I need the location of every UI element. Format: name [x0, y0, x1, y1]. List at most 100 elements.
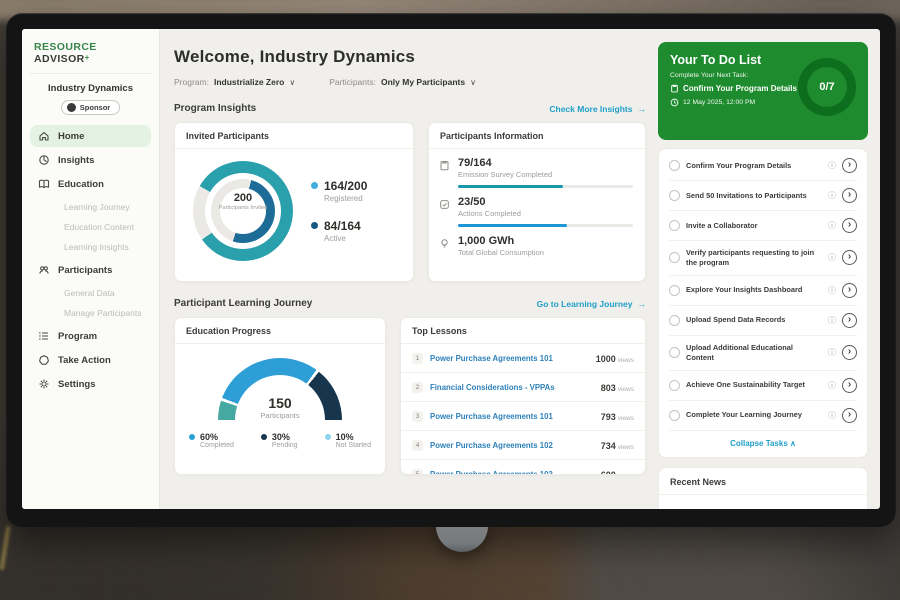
collapse-tasks-link[interactable]: Collapse Tasks ∧: [669, 431, 857, 455]
sidebar-item-settings[interactable]: Settings: [30, 373, 151, 395]
metric-value: 23/50: [458, 196, 633, 208]
chevron-right-icon[interactable]: ›: [842, 283, 857, 298]
info-icon[interactable]: ⓘ: [828, 347, 836, 358]
task-row[interactable]: Explore Your Insights Dashboard ⓘ ›: [669, 276, 857, 306]
top-lessons-title: Top Lessons: [401, 318, 645, 344]
sidebar-item-general-data[interactable]: General Data: [30, 283, 151, 303]
info-icon[interactable]: ⓘ: [828, 380, 836, 391]
task-row[interactable]: Invite a Collaborator ⓘ ›: [669, 211, 857, 241]
metric-consumption: 1,000 GWh Total Global Consumption: [429, 227, 645, 257]
lesson-views-label: views: [618, 415, 634, 422]
legend-label: Not Started: [336, 442, 371, 449]
legend-dot: [325, 434, 331, 440]
todo-progress-ring: 0/7: [798, 58, 856, 116]
task-row[interactable]: Send 50 Invitations to Participants ⓘ ›: [669, 181, 857, 211]
sidebar-item-label: Education: [58, 179, 104, 190]
clipboard-icon: [439, 160, 450, 171]
lesson-rank: 4: [412, 440, 423, 451]
task-label: Verify participants requesting to join t…: [686, 248, 822, 268]
chevron-right-icon[interactable]: ›: [842, 408, 857, 423]
participants-icon: [38, 264, 50, 276]
sidebar-item-manage-participants[interactable]: Manage Participants: [30, 303, 151, 323]
sidebar-item-home[interactable]: Home: [30, 125, 151, 147]
program-insights-header: Program Insights Check More Insights →: [174, 103, 646, 114]
task-row[interactable]: Verify participants requesting to join t…: [669, 241, 857, 276]
check-more-insights-link[interactable]: Check More Insights →: [549, 104, 646, 114]
lesson-link[interactable]: Financial Considerations - VPPAs: [430, 383, 594, 392]
chevron-right-icon[interactable]: ›: [842, 313, 857, 328]
task-checkbox[interactable]: [669, 410, 680, 421]
lesson-link[interactable]: Power Purchase Agreements 101: [430, 412, 594, 421]
task-checkbox[interactable]: [669, 315, 680, 326]
task-checkbox[interactable]: [669, 220, 680, 231]
info-icon[interactable]: ⓘ: [828, 410, 836, 421]
chevron-right-icon[interactable]: ›: [842, 250, 857, 265]
sidebar-item-label: Participants: [58, 265, 112, 276]
task-row[interactable]: Achieve One Sustainability Target ⓘ ›: [669, 371, 857, 401]
sidebar-item-learning-journey[interactable]: Learning Journey: [30, 197, 151, 217]
task-row[interactable]: Complete Your Learning Journey ⓘ ›: [669, 401, 857, 431]
sidebar-item-education[interactable]: Education: [30, 173, 151, 195]
sidebar-subitem-label: Learning Journey: [64, 202, 130, 212]
lesson-views-label: views: [618, 386, 634, 393]
chevron-right-icon[interactable]: ›: [842, 218, 857, 233]
lesson-rank: 5: [412, 469, 423, 476]
participants-filter[interactable]: Participants: Only My Participants ∨: [329, 77, 476, 87]
recent-news-card: Recent News: [658, 467, 868, 509]
sidebar-item-take-action[interactable]: Take Action: [30, 349, 151, 371]
gauge-center: 150 Participants: [218, 395, 342, 420]
task-row[interactable]: Upload Additional Educational Content ⓘ …: [669, 336, 857, 371]
lesson-link[interactable]: Power Purchase Agreements 101: [430, 354, 589, 363]
info-icon[interactable]: ⓘ: [828, 252, 836, 263]
task-row[interactable]: Upload Spend Data Records ⓘ ›: [669, 306, 857, 336]
sidebar-item-education-content[interactable]: Education Content: [30, 217, 151, 237]
participants-filter-value: Only My Participants: [381, 77, 465, 87]
program-filter[interactable]: Program: Industrialize Zero ∨: [174, 77, 295, 87]
sidebar-item-learning-insights[interactable]: Learning Insights: [30, 237, 151, 257]
task-label: Achieve One Sustainability Target: [686, 380, 822, 390]
info-icon[interactable]: ⓘ: [828, 160, 836, 171]
legend-label: Registered: [324, 194, 367, 203]
task-checkbox[interactable]: [669, 160, 680, 171]
todo-counter: 0/7: [819, 81, 834, 93]
sidebar-item-participants[interactable]: Participants: [30, 259, 151, 281]
invited-participants-donut-chart: 200 Participants Invited: [191, 159, 295, 263]
participants-information-card: Participants Information 79/164 Emission…: [428, 122, 646, 282]
lesson-views: 793: [601, 412, 616, 422]
info-icon[interactable]: ⓘ: [828, 220, 836, 231]
task-checkbox[interactable]: [669, 252, 680, 263]
clock-icon: [670, 98, 679, 107]
legend-value: 10%: [336, 432, 371, 442]
metric-label: Actions Completed: [458, 209, 633, 218]
chevron-right-icon[interactable]: ›: [842, 188, 857, 203]
chevron-right-icon[interactable]: ›: [842, 158, 857, 173]
task-row[interactable]: Confirm Your Program Details ⓘ ›: [669, 151, 857, 181]
insights-icon: [38, 154, 50, 166]
education-progress-gauge-chart: 150 Participants: [218, 358, 342, 420]
clipboard-icon: [670, 84, 679, 93]
lesson-views-label: views: [618, 473, 634, 475]
task-checkbox[interactable]: [669, 347, 680, 358]
info-icon[interactable]: ⓘ: [828, 190, 836, 201]
todo-summary-card: Your To Do List Complete Your Next Task:…: [658, 42, 868, 140]
donut-center-value: 200: [215, 192, 271, 204]
lesson-link[interactable]: Power Purchase Agreements 102: [430, 441, 594, 450]
info-icon[interactable]: ⓘ: [828, 285, 836, 296]
task-checkbox[interactable]: [669, 380, 680, 391]
chevron-right-icon[interactable]: ›: [842, 378, 857, 393]
legend-dot: [261, 434, 267, 440]
sidebar-item-label: Insights: [58, 155, 94, 166]
task-checkbox[interactable]: [669, 285, 680, 296]
sidebar-item-program[interactable]: Program: [30, 325, 151, 347]
lesson-link[interactable]: Power Purchase Agreements 103: [430, 470, 594, 476]
arrow-right-icon: →: [638, 299, 647, 309]
info-icon[interactable]: ⓘ: [828, 315, 836, 326]
go-to-learning-journey-link[interactable]: Go to Learning Journey →: [537, 299, 646, 309]
chevron-right-icon[interactable]: ›: [842, 345, 857, 360]
learning-journey-title: Participant Learning Journey: [174, 298, 312, 309]
chevron-down-icon: ∨: [470, 78, 476, 87]
sidebar-item-insights[interactable]: Insights: [30, 149, 151, 171]
lesson-row: 5 Power Purchase Agreements 103 600views: [401, 460, 645, 475]
task-checkbox[interactable]: [669, 190, 680, 201]
donut-center: 200 Participants Invited: [215, 192, 271, 212]
